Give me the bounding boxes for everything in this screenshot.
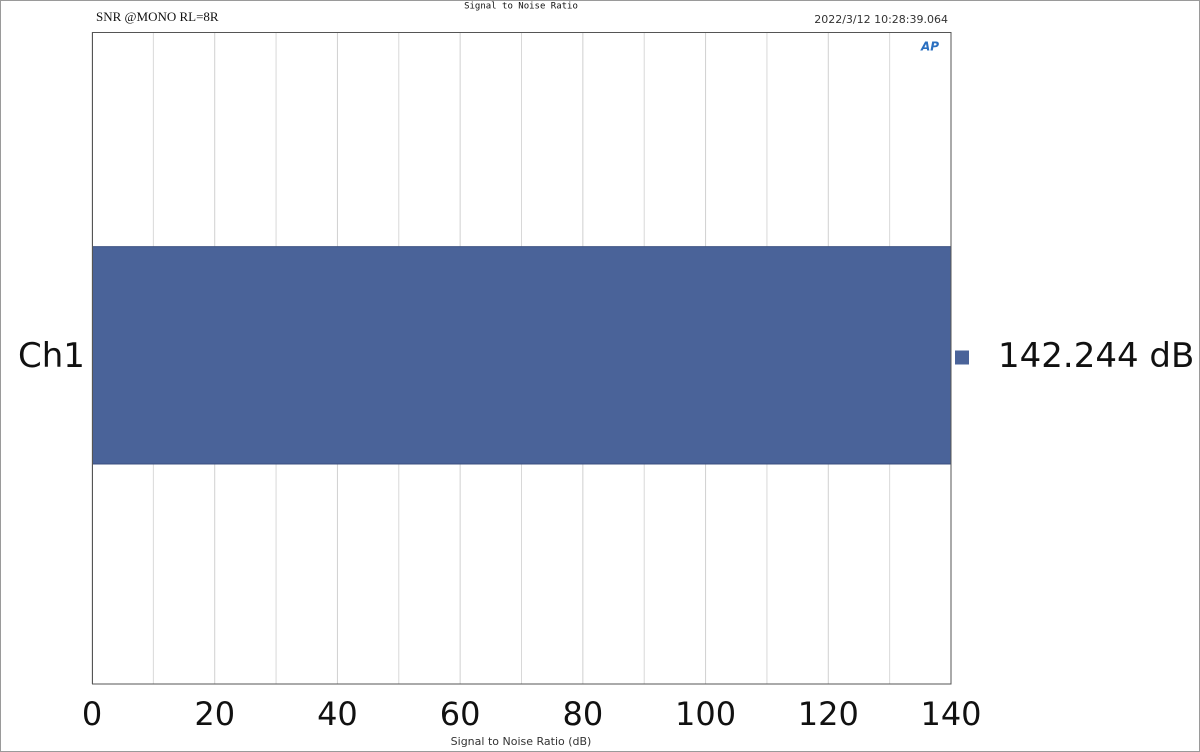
y-tick-label: Ch1 (18, 336, 85, 376)
timestamp: 2022/3/12 10:28:39.064 (814, 13, 948, 26)
x-tick-label: 40 (317, 695, 358, 733)
x-tick-label: 120 (798, 695, 859, 733)
legend-marker (955, 350, 969, 365)
x-tick-label: 60 (440, 695, 481, 733)
bar (92, 246, 951, 465)
chart-title: Signal to Noise Ratio (464, 2, 578, 12)
value-label: 142.244 dB (998, 336, 1194, 376)
x-tick-label: 100 (675, 695, 736, 733)
x-tick-label: 0 (82, 695, 102, 733)
x-tick-label: 20 (194, 695, 235, 733)
x-axis-label: Signal to Noise Ratio (dB) (451, 735, 592, 748)
bars (92, 246, 951, 465)
chart-subtitle: SNR @MONO RL=8R (96, 9, 219, 24)
logo: AP (920, 40, 939, 54)
x-tick-label: 80 (562, 695, 603, 733)
plot-border (92, 32, 952, 685)
x-tick-label: 140 (920, 695, 981, 733)
